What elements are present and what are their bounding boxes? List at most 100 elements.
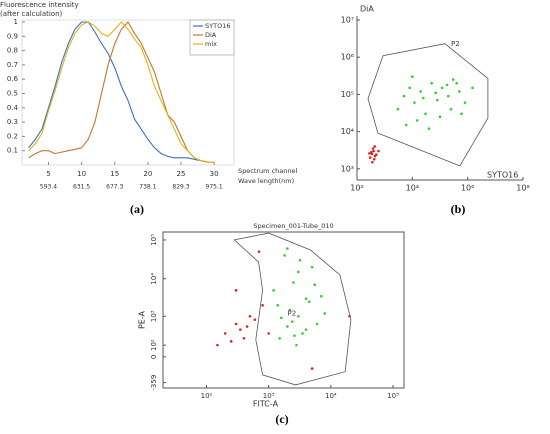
x-tick-label: 10⁵ [387,392,399,400]
y-tick-label: 10⁴ [341,127,354,136]
point [272,289,275,292]
point [239,328,242,331]
point [396,107,400,111]
point [291,320,294,323]
point [413,101,416,104]
y-tick-label: 0.7 [7,61,18,69]
point [293,334,296,337]
y-tick-label: 10³ [341,164,354,173]
wavelength-label: 829.3 [172,184,189,191]
point [451,78,455,81]
x-tick-label: 15 [110,170,119,178]
x-tick-label: 10³ [263,392,275,400]
y-tick-label: -359 [150,375,158,391]
point [286,247,289,250]
point [297,314,300,318]
plot-frame [162,231,405,389]
point [310,265,314,269]
x-tick-label: 10 [77,170,86,178]
y-axis-label: (after calculation) [0,10,63,18]
point [463,101,467,104]
x-tick-label: 10⁴ [325,392,337,400]
point [323,312,327,315]
point [430,81,433,85]
y-axis-label: Fluorescence intensity [0,1,79,9]
panel-label: (b) [451,202,466,216]
point [440,86,444,90]
point [377,149,380,153]
point [234,322,238,326]
series-line [28,21,215,163]
x-tick-label: 10⁸ [516,184,529,193]
wavelength-label: 677.3 [106,184,123,191]
y-tick-label: 0.8 [7,47,18,55]
point [422,96,425,100]
point [304,297,308,301]
x-tick-label: 10² [350,184,363,193]
y-tick-label: 10⁵ [150,234,158,246]
point [267,332,270,335]
point [411,75,414,78]
x-tick-label: 20 [143,170,152,178]
point [449,107,453,111]
x-tick-label: 10⁶ [461,184,474,193]
gate-label: P2 [451,40,460,48]
y-tick-label: 0.6 [7,75,19,83]
point [434,91,438,95]
point [371,147,375,150]
gate-label: P2 [288,309,297,317]
plot-frame [21,19,235,166]
point [447,94,450,98]
x-tick-label: 30 [210,170,219,178]
point [368,156,372,159]
point [319,294,323,298]
point [471,86,474,90]
point [315,322,319,326]
y-tick-label: 0.1 [7,147,18,155]
point [229,340,233,343]
y-tick-label: 10² [150,339,158,351]
point [223,332,227,335]
point [295,343,298,347]
y-tick-label: 0.9 [7,32,18,40]
x-tick-label: 10² [201,392,213,400]
y-tick-label: 10⁷ [341,16,354,25]
legend-label: SYTO16 [205,22,230,30]
point [298,258,302,262]
point [415,119,419,122]
point [278,336,281,340]
wavelength-label: 975.1 [206,184,223,191]
wavelength-label: 738.1 [139,184,156,191]
point [307,300,311,304]
point [301,332,304,335]
point [455,81,458,85]
point [375,153,378,156]
y-tick-label: 0.2 [7,132,18,140]
y-tick-label: 0 [150,355,158,359]
point [373,145,377,148]
point [419,90,422,93]
point [261,304,264,307]
point [304,328,308,331]
y-tick-label: 0.5 [7,90,18,98]
point [424,112,427,116]
point [458,90,461,93]
point [370,150,373,154]
y-tick-label: 1 [14,18,18,26]
panel-label: (c) [275,412,288,426]
x-tick-label: 10⁴ [406,184,419,193]
point [372,149,375,153]
point [242,336,246,340]
point [313,283,317,287]
point [460,112,463,116]
wavelength-label: 631.5 [73,184,90,191]
y-tick-label: 10⁶ [341,53,354,62]
y-tick-label: 10⁴ [150,273,158,285]
point [297,270,300,274]
legend-label: DiA [205,31,217,39]
point [371,160,374,164]
x-tick-label: 5 [46,170,50,178]
wavelength-label: 593.4 [40,184,57,191]
point [404,123,408,127]
point [276,304,280,307]
